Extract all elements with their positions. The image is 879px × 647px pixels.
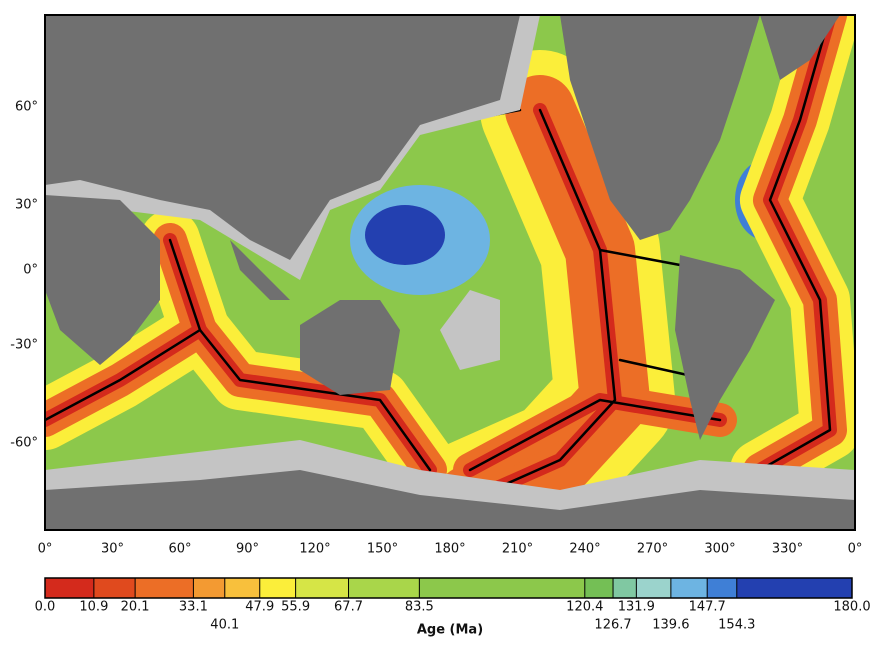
axis-labels: 60° 30° 0° -30° -60° 0° 30° 60° 90° 120° 150° 180° 2… (10, 100, 862, 557)
longitude-label: 120° (299, 542, 330, 557)
longitude-label: 330° (772, 542, 803, 557)
colorbar-segment (45, 578, 94, 598)
colorbar: Age (Ma) 0.0 10.9 20.1 33.140.1 47.9 55.9 67.7… (35, 577, 871, 638)
latitude-label: 30° (15, 198, 38, 213)
colorbar-segment (736, 578, 852, 598)
colorbar-segment (135, 578, 194, 598)
colorbar-tick-label: 0.0 (35, 600, 56, 615)
colorbar-segment (259, 578, 296, 598)
land (45, 15, 855, 530)
colorbar-tick-label: 20.1 (121, 600, 150, 615)
colorbar-tick-label: 131.9 (618, 600, 655, 615)
colorbar-segment (348, 578, 420, 598)
colorbar-tick-label: 120.4 (566, 600, 603, 615)
map-area (45, 15, 855, 530)
colorbar-title: Age (Ma) (417, 623, 483, 638)
longitude-label: 60° (168, 542, 191, 557)
colorbar-segment (613, 578, 637, 598)
latitude-label: -60° (10, 436, 38, 451)
longitude-label: 90° (236, 542, 259, 557)
colorbar-tick-label: 67.7 (334, 600, 363, 615)
colorbar-segment (584, 578, 614, 598)
latitude-label: 0° (23, 263, 38, 278)
colorbar-tick-label: 40.1 (210, 618, 239, 633)
colorbar-tick-label: 126.7 (594, 618, 631, 633)
colorbar-tick-label: 47.9 (245, 600, 274, 615)
colorbar-segment (419, 578, 585, 598)
colorbar-segment (636, 578, 671, 598)
colorbar-segment (93, 578, 136, 598)
colorbar-tick-label: 139.6 (652, 618, 689, 633)
colorbar-segment (707, 578, 737, 598)
colorbar-tick-label: 10.9 (79, 600, 108, 615)
colorbar-tick-label: 154.3 (718, 618, 755, 633)
colorbar-segment (295, 578, 349, 598)
longitude-label: 0° (38, 542, 53, 557)
longitude-label: 150° (367, 542, 398, 557)
colorbar-tick-label: 55.9 (281, 600, 310, 615)
colorbar-tick-label: 33.1 (179, 600, 208, 615)
ridges (45, 15, 855, 530)
longitude-label: 30° (101, 542, 124, 557)
map-frame (44, 14, 856, 531)
colorbar-segment (224, 578, 260, 598)
latitude-label: 60° (15, 100, 38, 115)
longitude-label: 270° (637, 542, 668, 557)
colorbar-segment (193, 578, 225, 598)
latitude-label: -30° (10, 338, 38, 353)
longitude-label: 180° (434, 542, 465, 557)
colorbar-tick-label: 147.7 (689, 600, 726, 615)
colorbar-segment (670, 578, 708, 598)
longitude-label: 0° (848, 542, 863, 557)
longitude-label: 240° (569, 542, 600, 557)
colorbar-tick-label: 180.0 (833, 600, 870, 615)
longitude-label: 210° (502, 542, 533, 557)
longitude-label: 300° (704, 542, 735, 557)
oldest-crust (365, 205, 445, 265)
colorbar-tick-label: 83.5 (405, 600, 434, 615)
